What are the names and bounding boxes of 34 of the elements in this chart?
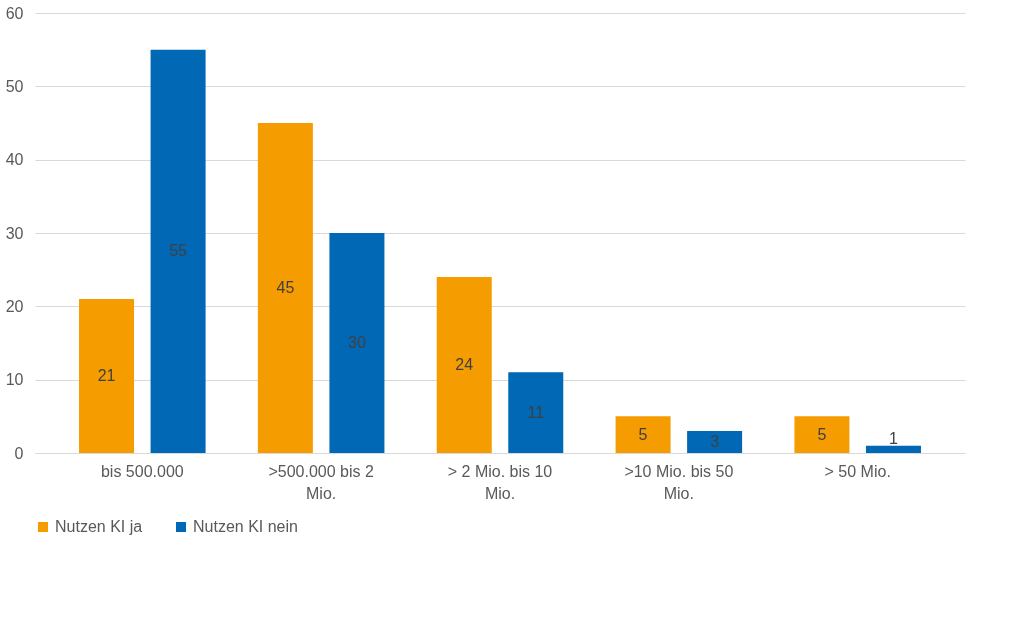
y-tick-label: 60 [5,4,24,22]
data-label: 5 [817,425,827,443]
x-tick-label: >500.000 bis 2 Mio. [268,462,374,502]
x-tick-label: bis 500.000 [100,462,184,480]
data-label: 30 [348,334,366,351]
y-tick-label: 30 [5,224,24,242]
y-tick-label: 0 [14,444,24,462]
legend-label: Nutzen KI ja [55,518,143,535]
x-tick-label: >10 Mio. bis 50 Mio. [624,462,734,502]
bar [615,416,671,453]
data-label: 24 [455,356,474,373]
y-tick-label: 10 [5,371,24,389]
bar [150,49,206,453]
data-label: 11 [527,403,545,421]
x-tick-label: > 2 Mio. bis 10 Mio. [447,462,553,502]
bar [687,431,743,453]
data-label: 3 [710,433,720,450]
data-label: 45 [276,279,295,296]
legend-label: Nutzen KI nein [193,518,298,535]
data-label: 21 [97,367,116,384]
y-tick-label: 50 [5,77,24,95]
data-label: 55 [169,242,188,260]
data-label: 5 [638,425,648,443]
bar [865,445,921,453]
bar [508,372,564,453]
y-tick-label: 40 [5,151,24,169]
y-tick-label: 20 [5,297,24,315]
bar [257,123,313,453]
bar [794,416,850,453]
bar [436,277,492,453]
x-tick-label: > 50 Mio. [824,462,891,480]
bar [79,299,135,453]
data-label: 1 [889,430,899,448]
bar [329,233,385,453]
